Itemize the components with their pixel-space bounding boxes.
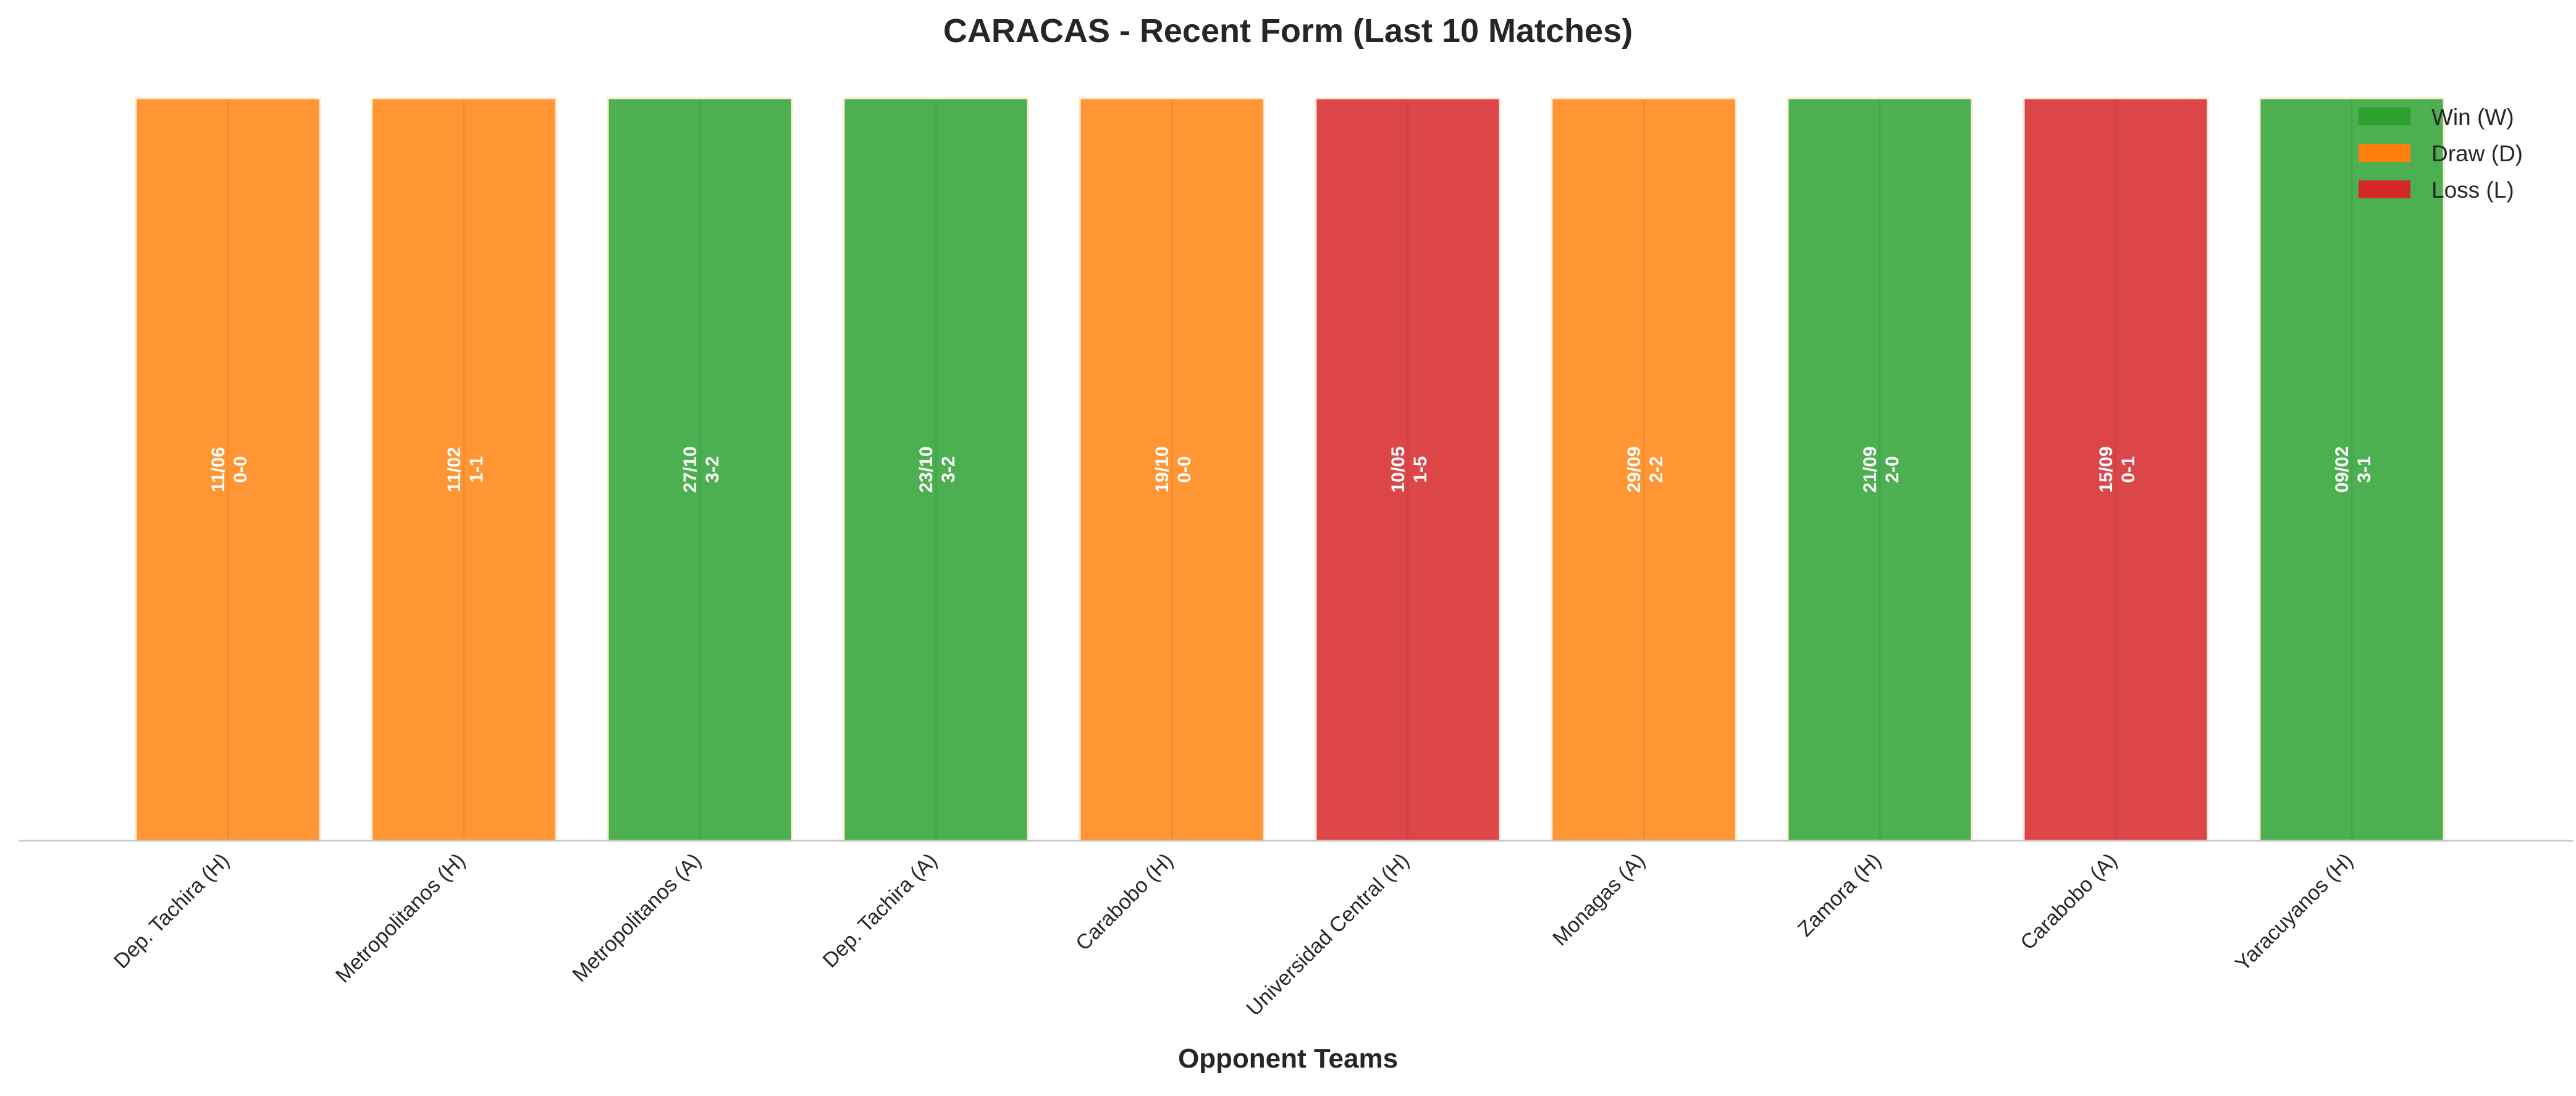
- x-tick-label-10: Yaracuyanos (H): [2231, 849, 2357, 976]
- legend-swatch-w: [2359, 107, 2410, 125]
- bar-6: [1315, 97, 1501, 842]
- bar-score-6: 1-5: [1410, 456, 1431, 483]
- bar-score-1: 0-0: [230, 456, 251, 483]
- bar-date-2: 11/02: [444, 447, 465, 492]
- bar-date-10: 09/02: [2332, 446, 2352, 492]
- bar-date-1: 11/06: [208, 447, 229, 492]
- bar-label-3: 27/10 3-2: [680, 446, 723, 492]
- x-tick-label-6: Universidad Central (H): [1242, 849, 1414, 1021]
- x-tick-label-5: Carabobo (H): [1071, 849, 1178, 956]
- x-tick-label-1: Dep. Tachira (H): [109, 849, 234, 973]
- bar-label-8: 21/09 2-0: [1860, 446, 1903, 492]
- bar-date-5: 19/10: [1152, 446, 1172, 492]
- bar-date-6: 10/05: [1388, 446, 1408, 492]
- bars-layer: 11/06 0-0 11/02 1-1 27/10 3-2 23/10 3-2 19/10 0-0…: [135, 97, 2445, 842]
- bar-4: [843, 97, 1029, 842]
- bar-date-4: 23/10: [916, 446, 937, 492]
- bar-label-9: 15/09 0-1: [2096, 446, 2139, 492]
- legend-label-l: Loss (L): [2431, 177, 2514, 203]
- bar-score-4: 3-2: [938, 456, 959, 483]
- bar-score-3: 3-2: [702, 456, 723, 483]
- legend-swatch-l: [2359, 180, 2410, 198]
- bar-7: [1551, 97, 1737, 842]
- bar-score-8: 2-0: [1882, 456, 1903, 483]
- bar-score-7: 2-2: [1646, 456, 1667, 483]
- bar-label-6: 10/05 1-5: [1388, 446, 1431, 492]
- legend-swatch-d: [2359, 144, 2410, 162]
- x-tick-label-7: Monagas (A): [1548, 849, 1650, 951]
- bar-score-9: 0-1: [2118, 456, 2139, 483]
- bar-label-10: 09/02 3-1: [2332, 446, 2375, 492]
- bar-label-5: 19/10 0-0: [1152, 446, 1195, 492]
- tick-labels-layer: Dep. Tachira (H) Metropolitanos (H) Metrop…: [109, 849, 2357, 1021]
- bar-3: [607, 97, 793, 842]
- bar-score-5: 0-0: [1174, 456, 1195, 483]
- bar-date-7: 29/09: [1624, 446, 1644, 492]
- bar-label-2: 11/02 1-1: [444, 447, 487, 492]
- legend-label-d: Draw (D): [2431, 141, 2523, 166]
- x-tick-label-9: Carabobo (A): [2016, 849, 2121, 955]
- bar-10: [2258, 97, 2445, 842]
- bar-date-3: 27/10: [680, 446, 701, 492]
- x-tick-label-4: Dep. Tachira (A): [819, 849, 942, 972]
- x-tick-label-8: Zamora (H): [1793, 849, 1886, 942]
- chart-title: CARACAS - Recent Form (Last 10 Matches): [943, 12, 1633, 49]
- bar-label-7: 29/09 2-2: [1624, 446, 1667, 492]
- bar-score-2: 1-1: [466, 456, 487, 483]
- legend-label-w: Win (W): [2431, 104, 2514, 130]
- bar-5: [1079, 97, 1265, 842]
- x-tick-label-3: Metropolitanos (A): [568, 849, 705, 987]
- legend: Win (W) Draw (D) Loss (L): [2359, 104, 2523, 203]
- bar-label-4: 23/10 3-2: [916, 446, 959, 492]
- bar-date-8: 21/09: [1860, 446, 1880, 492]
- bar-score-10: 3-1: [2354, 456, 2375, 483]
- bar-date-9: 15/09: [2096, 446, 2116, 492]
- bar-2: [371, 97, 557, 842]
- x-axis-label: Opponent Teams: [1178, 1043, 1398, 1074]
- x-tick-label-2: Metropolitanos (H): [331, 849, 470, 988]
- bar-label-1: 11/06 0-0: [208, 447, 251, 492]
- bar-1: [135, 97, 321, 842]
